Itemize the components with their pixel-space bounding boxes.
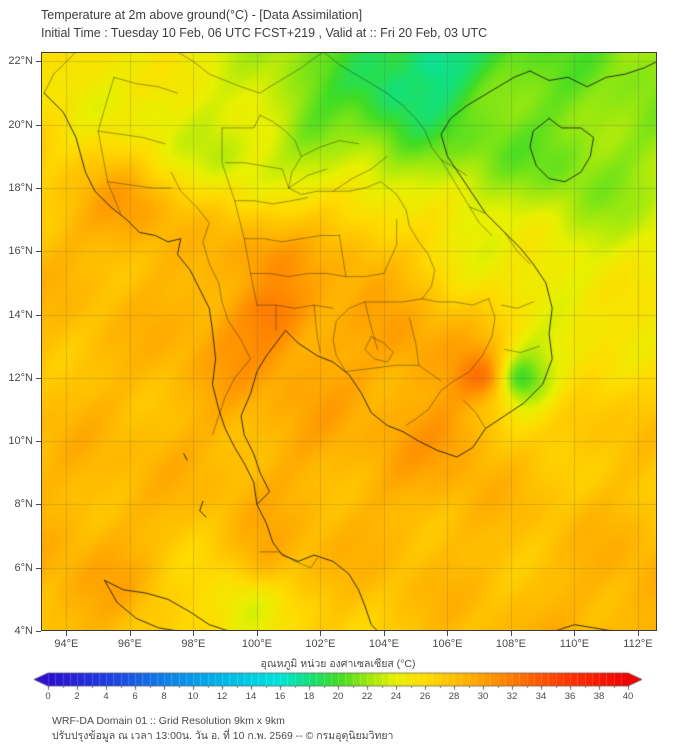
colorbar-tick-label: 30 [477,691,489,702]
colorbar-tick-label: 20 [332,691,344,702]
y-axis-label: 6°N [14,561,33,574]
colorbar-tick-label: 40 [622,691,634,702]
colorbar-tick-label: 4 [103,691,109,702]
y-axis-tick [36,631,41,632]
y-axis-label: 10°N [8,435,33,448]
map-plot-area [41,52,657,631]
colorbar-tick-label: 34 [535,691,547,702]
y-axis-label: 8°N [14,498,33,511]
colorbar-tick-label: 24 [390,691,402,702]
footer-block: WRF-DA Domain 01 :: Grid Resolution 9km … [52,714,393,744]
y-axis-tick [36,188,41,189]
x-axis-label: 102°E [305,638,336,650]
y-axis-label: 16°N [8,245,33,258]
colorbar-tick-label: 22 [361,691,373,702]
x-axis-tick [574,631,575,636]
x-axis-tick [66,631,67,636]
colorbar-tick-label: 10 [187,691,199,702]
title-block: Temperature at 2m above ground(°C) - [Da… [41,6,661,42]
colorbar-title: อุณหภูมิ หน่วย องศาเซลเซียส (°C) [260,658,416,670]
y-axis-tick [36,61,41,62]
y-axis-tick [36,378,41,379]
footer-line-credit: ปรับปรุงข้อมูล ณ เวลา 13:00น. วัน อ. ที่… [52,730,394,742]
x-axis-tick [511,631,512,636]
x-axis-label: 94°E [54,638,79,650]
chart-title-line2: Initial Time : Tuesday 10 Feb, 06 UTC FC… [41,26,488,40]
x-axis-tick [384,631,385,636]
x-axis-tick [130,631,131,636]
colorbar-tick-label: 38 [593,691,605,702]
colorbar-tick-label: 12 [216,691,228,702]
y-axis-label: 12°N [8,371,33,384]
y-axis-label: 20°N [8,118,33,131]
y-axis-tick [36,251,41,252]
colorbar-gradient [34,670,642,690]
temperature-heatmap-canvas [41,52,657,631]
x-axis-label: 104°E [368,638,399,650]
x-axis-label: 96°E [117,638,142,650]
footer-line-model: WRF-DA Domain 01 :: Grid Resolution 9km … [52,715,285,727]
colorbar-tick-label: 32 [506,691,518,702]
colorbar-tick-label: 26 [419,691,431,702]
x-axis-label: 100°E [241,638,272,650]
colorbar-tick-label: 14 [245,691,257,702]
x-axis-label: 110°E [559,638,590,650]
y-axis-tick [36,125,41,126]
x-axis-label: 98°E [181,638,206,650]
colorbar-tick-label: 16 [274,691,286,702]
colorbar-tick-label: 8 [161,691,167,702]
x-axis-label: 106°E [432,638,463,650]
y-axis-label: 22°N [8,55,33,68]
colorbar-tick-label: 28 [448,691,460,702]
x-axis-label: 112°E [623,638,653,650]
y-axis-label: 14°N [8,308,33,321]
colorbar: อุณหภูมิ หน่วย องศาเซลเซียส (°C) 0 2 4 6 8 10… [0,655,676,710]
colorbar-tick-label: 0 [45,691,51,702]
y-axis-tick [36,568,41,569]
colorbar-tick-label: 2 [74,691,80,702]
x-axis-label: 108°E [495,638,526,650]
y-axis-label: 18°N [8,182,33,195]
chart-title-line1: Temperature at 2m above ground(°C) - [Da… [41,8,363,22]
y-axis-tick [36,441,41,442]
y-axis-tick [36,315,41,316]
x-axis-tick [447,631,448,636]
y-axis-tick [36,504,41,505]
x-axis-tick [320,631,321,636]
colorbar-tick-label: 36 [564,691,576,702]
x-axis-tick [193,631,194,636]
colorbar-tick-label: 6 [132,691,138,702]
x-axis-tick [638,631,639,636]
y-axis-label: 4°N [14,625,33,637]
colorbar-tick-label: 18 [303,691,315,702]
x-axis-tick [257,631,258,636]
